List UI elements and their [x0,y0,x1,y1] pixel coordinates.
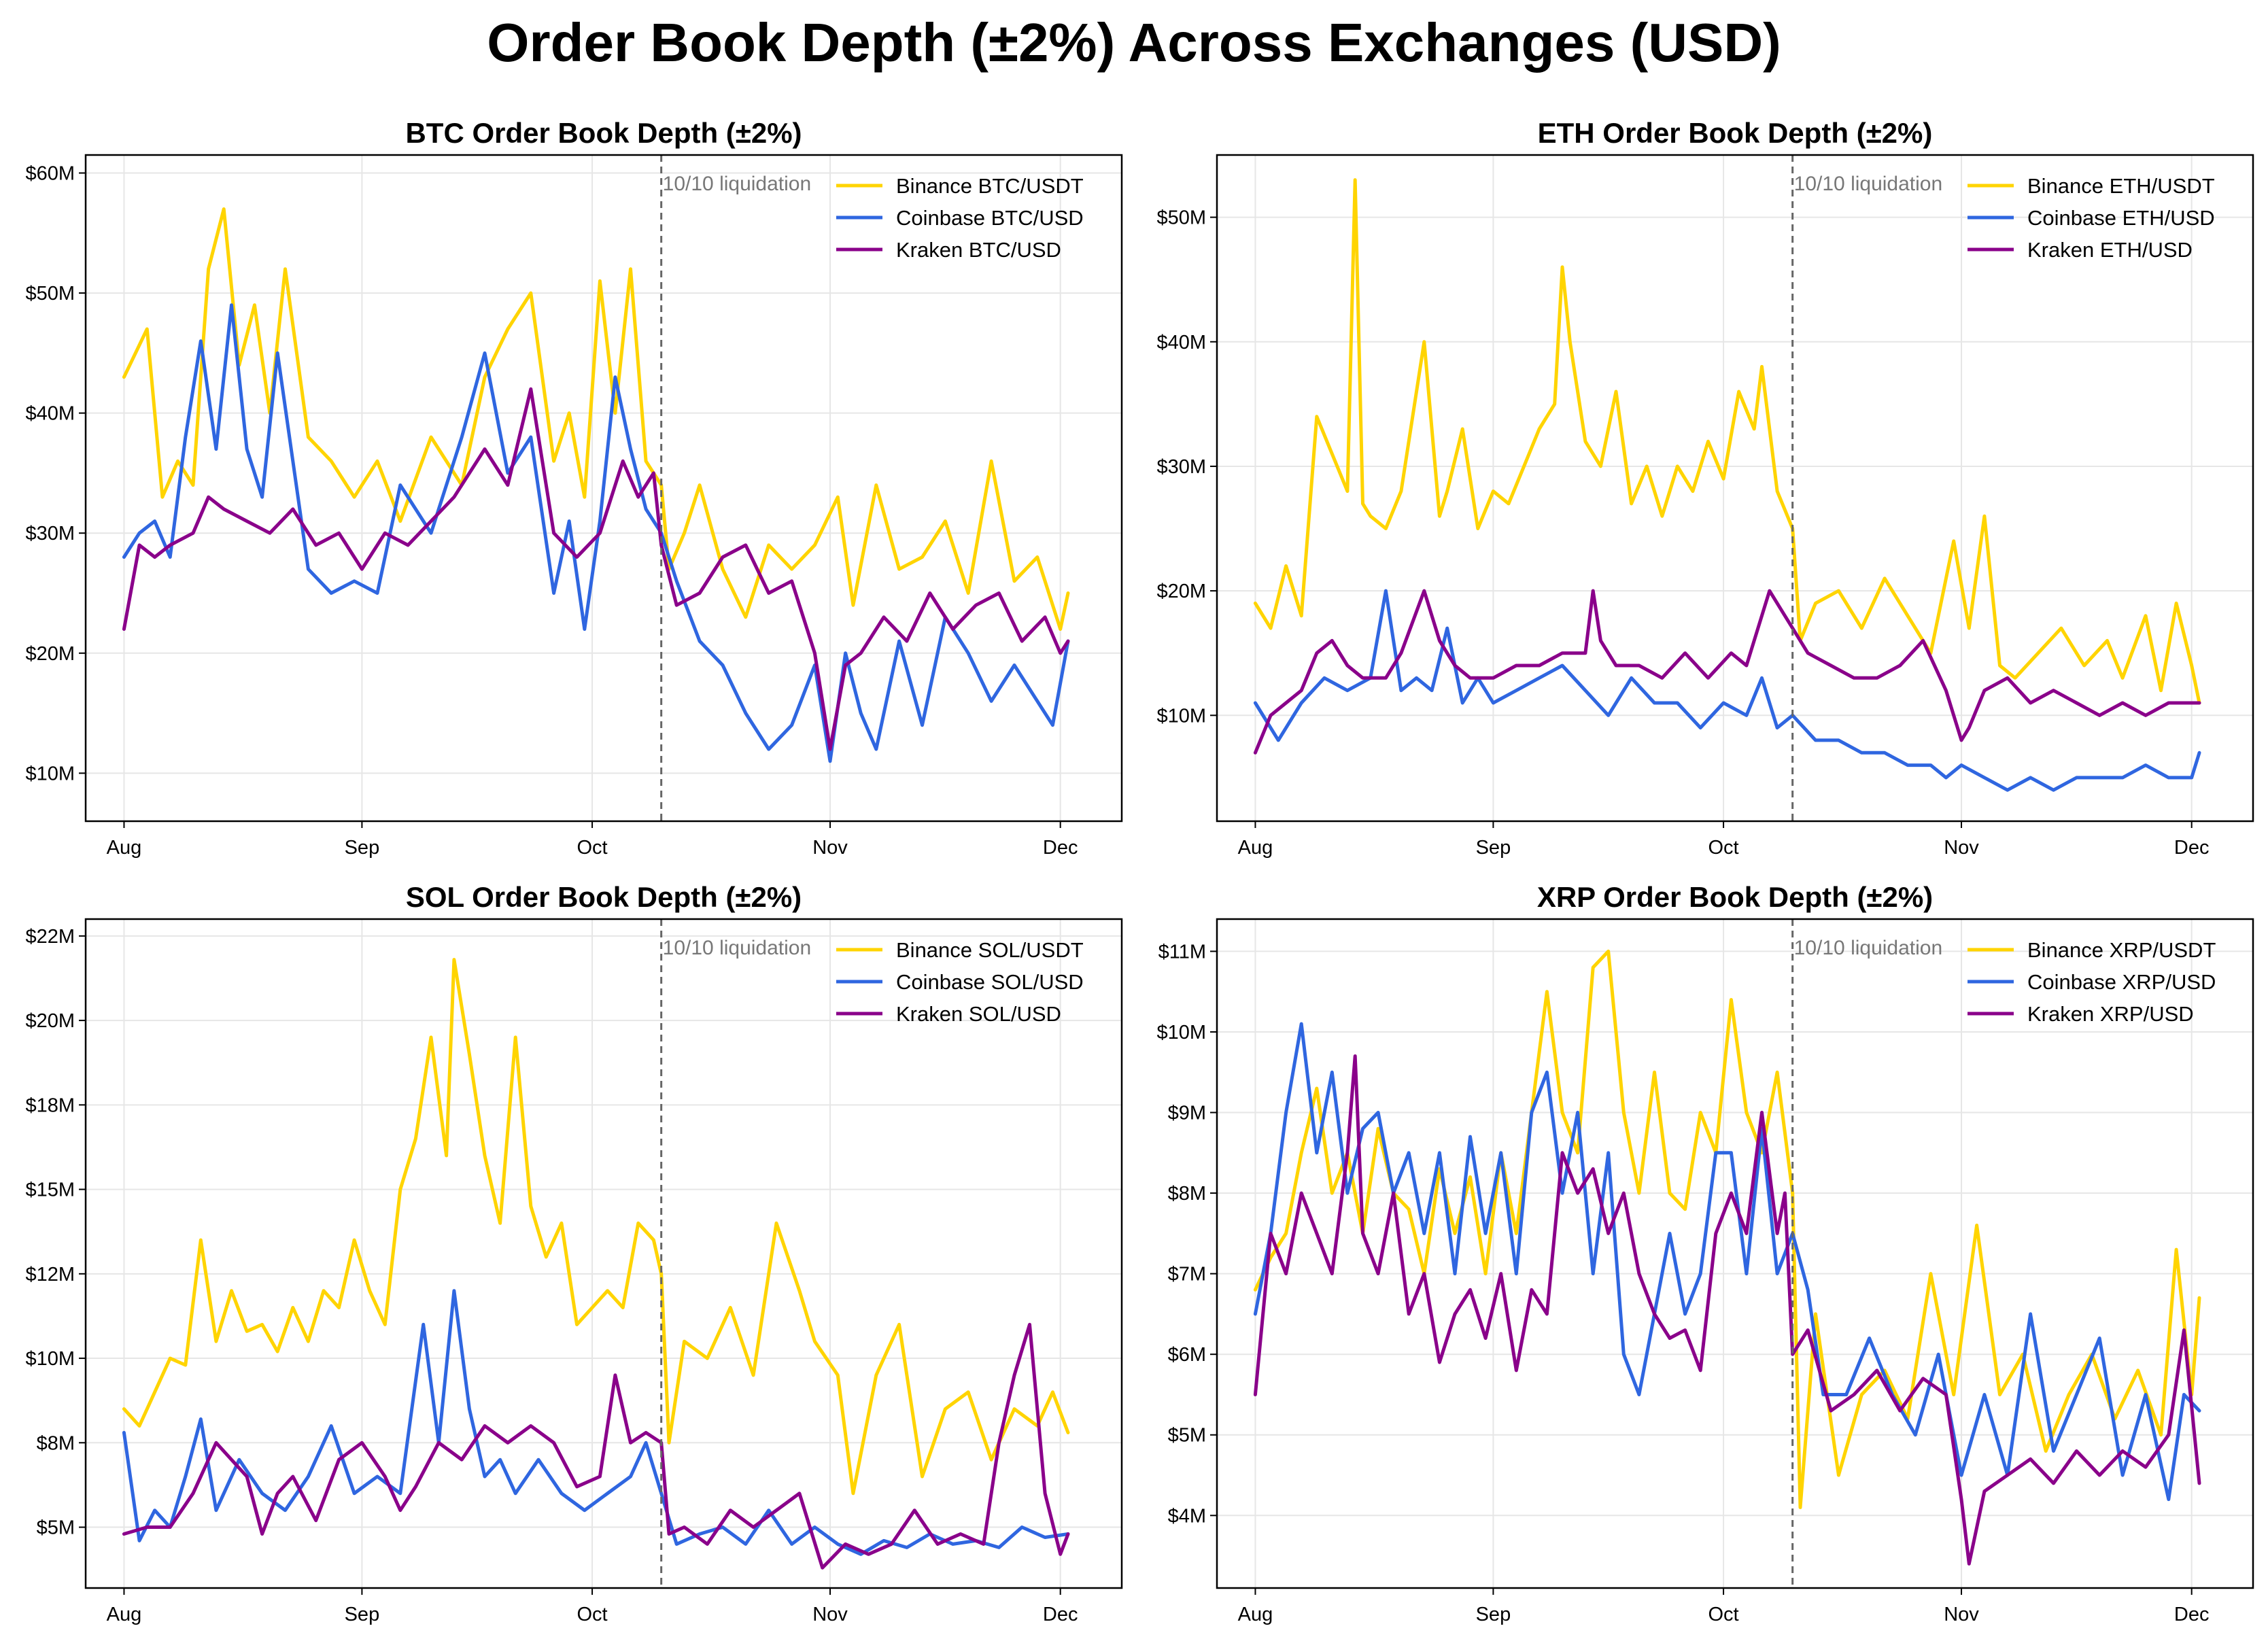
axes-frame [84,918,1123,1589]
legend-label-kraken: Kraken SOL/USD [896,1002,1061,1026]
legend-label-coinbase: Coinbase SOL/USD [896,970,1084,994]
series-line-kraken [122,387,1070,751]
y-tick-label: $40M [1156,332,1206,353]
y-tick-label: $10M [25,1348,75,1370]
x-tick-label: Nov [1944,1604,1979,1625]
legend-label-binance: Binance BTC/USDT [896,174,1084,198]
y-tick-label: $20M [25,1010,75,1032]
x-tick-label: Nov [812,837,848,859]
panel-title: ETH Order Book Depth (±2%) [1538,117,1933,149]
x-tick-label: Oct [1708,1604,1739,1625]
x-tick-label: Dec [2174,837,2210,859]
x-tick-label: Oct [1708,837,1739,859]
x-tick-label: Sep [345,1604,380,1625]
legend: Binance ETH/USDT Coinbase ETH/USD Kraken E… [1968,174,2215,262]
y-tick-label: $8M [1168,1183,1206,1205]
panel-title: XRP Order Book Depth (±2%) [1537,881,1933,913]
y-tick-label: $10M [25,763,75,784]
panel-title: SOL Order Book Depth (±2%) [406,881,802,913]
figure-title: Order Book Depth (±2%) Across Exchanges … [487,12,1781,73]
series-line-kraken [1253,1054,2201,1566]
x-tick-label: Oct [577,1604,608,1625]
y-tick-label: $20M [1156,581,1206,602]
y-tick-label: $50M [1156,207,1206,229]
axes-frame [1216,154,2254,823]
legend: Binance SOL/USDT Coinbase SOL/USD Kraken S… [836,938,1084,1026]
series-line-binance [1253,178,2201,705]
y-tick-label: $20M [25,643,75,665]
y-tick-label: $7M [1168,1264,1206,1286]
legend-label-coinbase: Coinbase BTC/USD [896,206,1084,230]
chart-panel-2: Aug Sep Oct Nov Dec $5M $8M $10M $12M $15M $18M $20… [25,881,1123,1625]
x-tick-label: Dec [1043,1604,1078,1625]
series-line-coinbase [122,303,1070,763]
series-line-coinbase [1253,1022,2201,1502]
y-tick-label: $8M [37,1432,75,1454]
y-tick-label: $15M [25,1179,75,1201]
legend: Binance XRP/USDT Coinbase XRP/USD Kraken X… [1968,938,2216,1026]
x-tick-label: Sep [345,837,380,859]
y-tick-label: $10M [1156,705,1206,727]
series-line-coinbase [1253,589,2201,792]
event-label: 10/10 liquidation [1794,173,1943,195]
x-tick-label: Aug [1238,1604,1273,1625]
y-tick-label: $10M [1156,1022,1206,1043]
x-tick-label: Dec [1043,837,1078,859]
chart-panel-1: Aug Sep Oct Nov Dec $10M $20M $30M $40M $50M 10/10… [1156,117,2254,859]
y-tick-label: $22M [25,926,75,948]
y-tick-label: $11M [1158,941,1206,963]
chart-panel-0: Aug Sep Oct Nov Dec $10M $20M $30M $40M $50M $60M 1… [25,117,1123,859]
x-tick-label: Aug [107,837,142,859]
axes-frame [1216,918,2254,1589]
series-line-kraken [122,1322,1070,1570]
x-tick-label: Oct [577,837,608,859]
event-label: 10/10 liquidation [663,937,812,959]
series-line-binance [122,958,1070,1496]
x-tick-label: Sep [1476,1604,1511,1625]
chart-panel-3: Aug Sep Oct Nov Dec $4M $5M $6M $7M $8M $9M $10M $11… [1156,881,2254,1625]
x-tick-label: Nov [812,1604,848,1625]
y-tick-label: $30M [1156,456,1206,478]
x-tick-label: Nov [1944,837,1979,859]
y-tick-label: $18M [25,1094,75,1116]
y-tick-label: $9M [1168,1103,1206,1124]
legend-label-binance: Binance XRP/USDT [2027,938,2216,962]
legend-label-kraken: Kraken XRP/USD [2027,1002,2194,1026]
legend-label-coinbase: Coinbase XRP/USD [2027,970,2216,994]
y-tick-label: $30M [25,523,75,545]
event-label: 10/10 liquidation [1794,937,1943,959]
x-tick-label: Sep [1476,837,1511,859]
legend-label-kraken: Kraken ETH/USD [2027,238,2193,262]
legend-label-binance: Binance SOL/USDT [896,938,1084,962]
legend-label-coinbase: Coinbase ETH/USD [2027,206,2215,230]
y-tick-label: $5M [1168,1425,1206,1447]
y-tick-label: $50M [25,283,75,305]
series-line-binance [122,207,1070,631]
series-line-kraken [1253,589,2201,755]
x-tick-label: Aug [1238,837,1273,859]
legend-label-kraken: Kraken BTC/USD [896,238,1061,262]
panel-title: BTC Order Book Depth (±2%) [405,117,802,149]
series-line-binance [1253,949,2201,1509]
y-tick-label: $40M [25,403,75,425]
x-tick-label: Aug [107,1604,142,1625]
y-tick-label: $60M [25,162,75,184]
y-tick-label: $12M [25,1264,75,1286]
legend: Binance BTC/USDT Coinbase BTC/USD Kraken B… [836,174,1084,262]
x-tick-label: Dec [2174,1604,2210,1625]
y-tick-label: $6M [1168,1344,1206,1366]
axes-frame [84,154,1123,823]
y-tick-label: $4M [1168,1505,1206,1527]
event-label: 10/10 liquidation [663,173,812,195]
legend-label-binance: Binance ETH/USDT [2027,174,2215,198]
y-tick-label: $5M [37,1517,75,1539]
